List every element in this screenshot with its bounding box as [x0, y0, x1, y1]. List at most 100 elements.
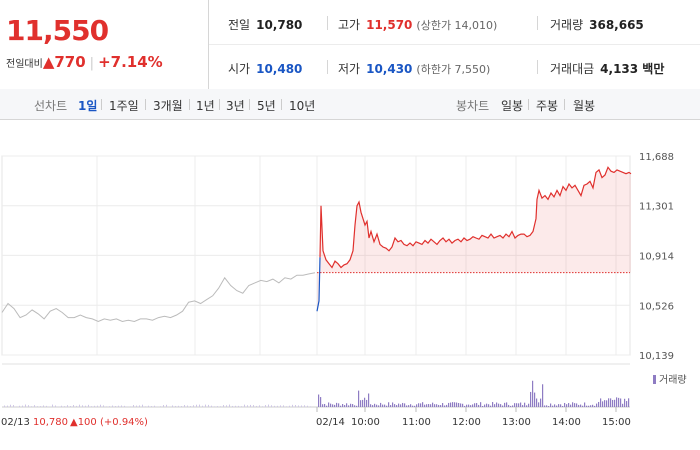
volume-bar: [390, 405, 392, 407]
volume-bar: [404, 403, 406, 407]
volume-bar: [558, 404, 560, 407]
prev-volume-bar: [154, 405, 155, 407]
today-area-fill: [317, 167, 631, 312]
volume-bar: [592, 404, 594, 407]
prev-volume-bar: [301, 405, 302, 407]
tab-monthly-candle[interactable]: 월봉: [573, 99, 596, 113]
volume-bar: [472, 404, 474, 407]
volume-bar: [492, 402, 494, 407]
tab-divider: [219, 99, 220, 110]
volume-bar: [622, 403, 624, 407]
prev-volume-bar: [16, 406, 17, 407]
prev-volume-bar: [70, 406, 71, 407]
prev-volume-bar: [304, 405, 305, 407]
prev-volume-bar: [82, 405, 83, 407]
volume-bar: [486, 403, 488, 407]
volume-bar: [608, 398, 610, 407]
prev-volume-bar: [181, 406, 182, 407]
volume-bar: [566, 404, 568, 407]
volume-bar: [572, 402, 574, 407]
volume-bar: [500, 404, 502, 407]
change-row: 전일대비▲770 | +7.14%: [6, 53, 163, 71]
volume-bar: [352, 404, 354, 407]
prev-close-stat: 전일 10,780: [228, 16, 302, 33]
volume-bar: [428, 404, 430, 407]
prev-volume-bar: [307, 405, 308, 407]
tab-divider: [145, 99, 146, 110]
prev-volume-bar: [136, 405, 137, 407]
volume-panel: 거래량: [2, 363, 687, 408]
volume-bar: [436, 404, 438, 407]
prev-volume-bar: [85, 405, 86, 407]
volume-bar: [612, 399, 614, 407]
volume-bar: [324, 403, 326, 407]
volume-bar: [386, 405, 388, 407]
prev-volume-bar: [256, 405, 257, 407]
price-series: [1, 166, 632, 323]
prev-volume-bar: [187, 405, 188, 407]
prev-volume-bar: [97, 405, 98, 407]
stock-summary: 11,550 전일대비▲770 | +7.14% 전일 10,780 고가 11,570…: [0, 0, 700, 90]
prev-volume-bar: [298, 405, 299, 407]
tab-weekly-candle[interactable]: 주봉: [536, 99, 559, 113]
prev-volume-bar: [247, 405, 248, 407]
open-stat: 시가 10,480: [228, 60, 302, 77]
volume-bar: [532, 380, 534, 407]
volume-bar: [518, 403, 520, 407]
tab-1d[interactable]: 1일: [78, 99, 98, 113]
tab-1y[interactable]: 1년: [196, 99, 215, 113]
tab-1w[interactable]: 1주일: [109, 99, 139, 113]
y-tick-label: 11,688: [639, 152, 674, 163]
volume-bar: [482, 405, 484, 407]
chart-period-tabs: 선차트 1일 1주일 3개월 1년 3년 5년 10년 봉차트 일봉 주봉 월봉: [0, 89, 700, 120]
prev-volume-bar: [271, 405, 272, 407]
low-stat: 저가 10,430 (하한가 7,550): [338, 60, 490, 77]
volume-bar: [372, 405, 374, 407]
volume-bar: [626, 401, 628, 407]
volume-bar: [606, 400, 608, 407]
volume-bar: [538, 402, 540, 407]
prev-day-footer: 02/13 10,780 ▲100 (+0.94%): [1, 417, 148, 428]
prev-volume-bar: [106, 406, 107, 407]
prev-day-date: 02/13: [1, 417, 30, 428]
volume-bar: [480, 402, 482, 407]
prev-volume-bar: [175, 405, 176, 407]
prev-volume-bar: [205, 404, 206, 407]
volume-bar: [498, 403, 500, 407]
x-tick-label: 14:00: [552, 417, 581, 428]
prev-volume-bar: [127, 406, 128, 407]
volume-bar: [356, 405, 358, 407]
prev-volume-bar: [145, 406, 146, 407]
volume-bar: [402, 402, 404, 407]
prev-volume-bar: [55, 405, 56, 407]
prev-volume-bar: [223, 405, 224, 407]
volume-bar: [400, 404, 402, 407]
tab-5y[interactable]: 5년: [257, 99, 276, 113]
prev-volume-bar: [163, 405, 164, 407]
prev-volume-bar: [142, 404, 143, 407]
prev-volume-bar: [172, 405, 173, 407]
prev-volume-bar: [133, 405, 134, 407]
volume-bar: [384, 404, 386, 407]
tab-3m[interactable]: 3개월: [153, 99, 183, 113]
high-value: 11,570: [366, 18, 413, 32]
volume-bar: [392, 402, 394, 407]
tab-10y[interactable]: 10년: [289, 99, 316, 113]
volume-bar: [420, 403, 422, 407]
high-label: 고가: [338, 18, 361, 32]
prev-volume-bar: [202, 405, 203, 407]
x-tick-label: 12:00: [452, 417, 481, 428]
x-tick-label: 15:00: [602, 417, 631, 428]
prev-volume-bar: [94, 405, 95, 407]
prev-volume-bar: [193, 405, 194, 407]
volume-bar: [530, 391, 532, 407]
prev-volume-bar: [121, 405, 122, 407]
volume-bar: [476, 403, 478, 407]
prev-volume-bar: [280, 405, 281, 407]
tab-3y[interactable]: 3년: [226, 99, 245, 113]
prev-volume-bar: [10, 404, 11, 407]
prev-volume-bar: [220, 406, 221, 407]
volume-bar: [354, 405, 356, 407]
volume-bar: [584, 402, 586, 407]
tab-daily-candle[interactable]: 일봉: [501, 99, 524, 113]
